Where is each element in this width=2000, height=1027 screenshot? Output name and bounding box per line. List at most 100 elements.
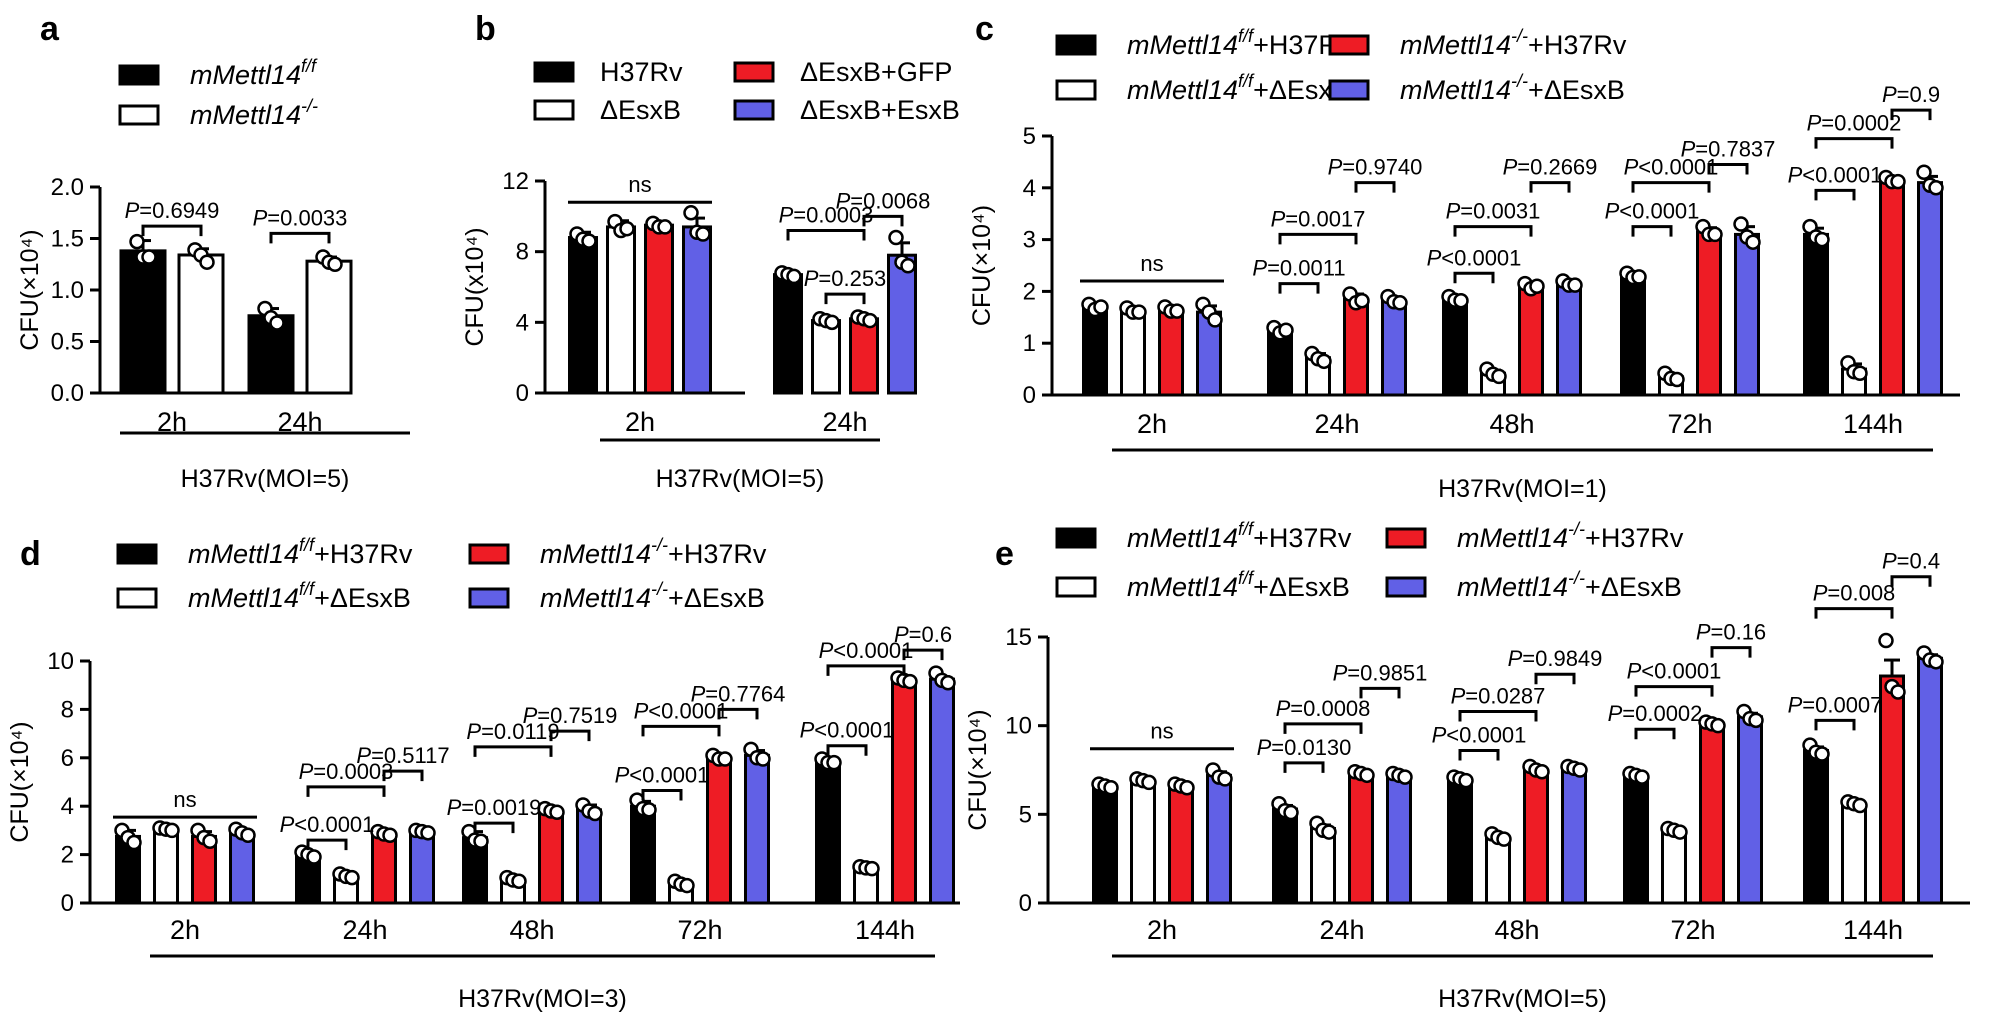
- comparison-label-c: P=0.9740: [1328, 155, 1423, 180]
- category-label-d-144h: 144h: [855, 915, 915, 945]
- comparison-label-e: P=0.0002: [1608, 701, 1703, 726]
- legend-swatch-a-ko: [118, 104, 160, 126]
- legend-label-e-ko_h37: mMettl14-/-+H37Rv: [1457, 519, 1684, 553]
- y-tick-label-d: 0: [61, 890, 74, 917]
- comparison-label-a: P=0.0033: [253, 205, 348, 230]
- legend-swatch-b-esx: [733, 99, 775, 121]
- data-point-c: [1916, 164, 1932, 181]
- comparison-label-e: P=0.008: [1813, 581, 1896, 606]
- comparison-bracket-e: [1458, 748, 1500, 761]
- comparison-bracket-e: [1283, 761, 1325, 773]
- bar-e-144h-s0: [1803, 748, 1829, 905]
- category-label-d-48h: 48h: [509, 915, 554, 945]
- y-tick-label-c: 2: [1023, 278, 1036, 305]
- data-point-b: [683, 205, 699, 221]
- legend-label-c-ko_h37: mMettl14-/-+H37Rv: [1400, 26, 1627, 60]
- legend-swatch-e-f_h37: [1055, 527, 1097, 549]
- bar-e-2h-s1: [1130, 779, 1156, 905]
- legend-label-d-ko_h37: mMettl14-/-+H37Rv: [540, 535, 767, 569]
- comparison-bracket-c: [1278, 282, 1320, 294]
- data-point-d: [344, 869, 360, 886]
- comparison-bracket-d: [306, 838, 348, 851]
- bar-b-24h-s3: [887, 253, 917, 395]
- category-label-e-144h: 144h: [1843, 915, 1903, 945]
- data-point-a: [327, 256, 343, 272]
- comparison-label-e: P<0.0001: [1627, 659, 1722, 684]
- comparison-bracket-b: [824, 292, 866, 305]
- panel-letter-e: e: [995, 535, 1014, 573]
- legend-swatch-c-f_h37: [1055, 34, 1097, 56]
- bar-e-24h-s0: [1272, 807, 1298, 905]
- panel-letter-c: c: [975, 10, 994, 48]
- y-axis-label-a: CFU(×10⁴): [16, 229, 44, 350]
- data-point-c: [1890, 173, 1906, 190]
- y-tick-label-a: 0.0: [51, 380, 84, 407]
- y-tick-label-b: 0: [516, 380, 529, 407]
- bar-d-144h-s2: [891, 678, 917, 905]
- panel-a: a mMettl14f/f mMettl14-/- 0.0 0.5 1.0 1.5 2.0 CF…: [16, 10, 410, 493]
- bar-a-2h-s1: [177, 253, 225, 395]
- data-point-c: [1316, 353, 1332, 370]
- bar-e-72h-s2: [1699, 722, 1725, 905]
- data-point-e: [1710, 717, 1726, 734]
- comparison-label-c: P=0.0002: [1807, 111, 1902, 136]
- legend-swatch-c-ko_h37: [1328, 34, 1370, 56]
- bar-c-48h-s2: [1518, 284, 1544, 397]
- data-point-d: [902, 673, 918, 690]
- data-point-c: [1529, 278, 1545, 294]
- data-point-c: [1278, 322, 1294, 338]
- y-tick-label-a: 1.5: [51, 226, 84, 253]
- data-point-e: [1748, 712, 1764, 729]
- comparison-bracket-d: [473, 821, 515, 834]
- data-point-c: [1567, 277, 1583, 293]
- bar-c-72h-s2: [1696, 230, 1722, 397]
- legend-label-c-f_dex: mMettl14f/f+ΔEsxB: [1127, 71, 1350, 105]
- data-point-b: [862, 312, 878, 329]
- data-point-d: [864, 860, 880, 877]
- data-point-e: [1534, 764, 1550, 780]
- comparison-label-e: P=0.0007: [1788, 692, 1883, 717]
- legend-label-a-ko: mMettl14-/-: [190, 96, 318, 130]
- condition-label-e: H37Rv(MOI=5): [1438, 985, 1607, 1013]
- legend-label-a-f: mMettl14f/f: [190, 56, 318, 90]
- panel-letter-b: b: [475, 10, 496, 48]
- bar-d-2h-s3: [229, 831, 255, 905]
- comparison-bracket-b: [786, 228, 866, 241]
- comparison-bracket-e: [1890, 575, 1932, 587]
- bar-d-48h-s2: [538, 809, 564, 905]
- y-tick-label-c: 0: [1023, 382, 1036, 409]
- data-point-c: [1453, 292, 1469, 309]
- bar-e-72h-s1: [1661, 828, 1687, 905]
- y-tick-label-c: 4: [1023, 175, 1036, 202]
- data-point-d: [306, 849, 322, 865]
- comparison-bracket-d: [717, 707, 759, 720]
- category-label-e-24h: 24h: [1319, 915, 1364, 945]
- legend-swatch-d-f_dex: [116, 587, 158, 609]
- y-axis-label-b: CFU(x10⁴): [461, 227, 489, 346]
- data-point-d: [382, 827, 398, 843]
- comparison-bracket-d: [826, 664, 906, 676]
- bar-e-72h-s0: [1623, 773, 1649, 905]
- y-tick-label-d: 10: [47, 648, 74, 675]
- bar-b-2h-s2: [644, 223, 674, 395]
- data-point-d: [587, 805, 603, 822]
- comparison-label-c: P<0.0001: [1624, 155, 1719, 180]
- data-point-e: [1496, 831, 1512, 847]
- data-point-d: [164, 822, 180, 839]
- comparison-bracket-e: [1634, 685, 1714, 697]
- y-tick-label-b: 12: [502, 168, 529, 195]
- y-axis-label-c: CFU(×10⁴): [968, 205, 996, 326]
- comparison-label-d: P<0.0001: [280, 812, 375, 837]
- comparison-bracket-e: [1534, 672, 1576, 685]
- data-point-d: [679, 877, 695, 894]
- condition-label-d: H37Rv(MOI=3): [458, 985, 627, 1013]
- data-point-c: [1745, 234, 1761, 250]
- data-point-c: [1207, 312, 1223, 328]
- comparison-label-c: P<0.0001: [1605, 199, 1700, 224]
- data-point-d: [717, 751, 733, 767]
- comparison-label-c: P=0.2669: [1503, 155, 1598, 180]
- bar-c-144h-s3: [1917, 181, 1943, 397]
- data-point-c: [1354, 292, 1370, 309]
- comparison-label-d: P=0.7764: [691, 681, 786, 706]
- bar-c-144h-s0: [1803, 232, 1829, 397]
